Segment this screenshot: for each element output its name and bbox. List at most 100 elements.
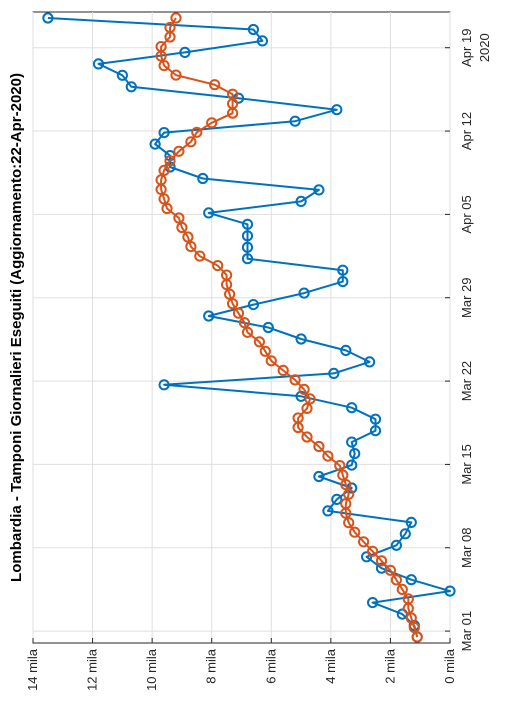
year-label: 2020 bbox=[477, 33, 492, 62]
data-point bbox=[173, 212, 185, 224]
data-point bbox=[227, 298, 239, 310]
data-point bbox=[221, 269, 233, 281]
data-point bbox=[349, 526, 361, 538]
data-point bbox=[158, 127, 170, 139]
value-tick-label: 8 mila bbox=[204, 648, 219, 683]
data-point bbox=[304, 393, 316, 405]
data-point bbox=[241, 326, 254, 338]
data-point bbox=[125, 81, 137, 93]
data-point bbox=[340, 479, 352, 491]
data-point bbox=[405, 612, 417, 624]
data-point bbox=[408, 621, 420, 634]
data-point bbox=[224, 288, 236, 300]
data-point bbox=[116, 69, 129, 81]
data-point bbox=[289, 115, 301, 127]
data-point bbox=[158, 379, 170, 391]
data-point bbox=[313, 470, 325, 483]
data-point bbox=[191, 126, 203, 138]
data-point bbox=[405, 574, 417, 586]
data-point bbox=[164, 155, 176, 167]
data-point bbox=[346, 459, 358, 471]
data-point bbox=[194, 250, 206, 262]
data-point bbox=[256, 35, 268, 47]
data-point bbox=[206, 117, 218, 129]
data-point bbox=[227, 88, 239, 100]
data-point bbox=[343, 488, 355, 500]
data-point bbox=[241, 230, 254, 242]
data-point bbox=[358, 536, 370, 548]
data-point bbox=[402, 593, 414, 605]
data-point bbox=[405, 516, 417, 529]
value-tick-label: 2 mila bbox=[382, 648, 397, 683]
data-point bbox=[232, 307, 245, 319]
data-point bbox=[367, 597, 379, 609]
data-point bbox=[265, 355, 277, 367]
data-point bbox=[313, 184, 325, 196]
series-line bbox=[160, 17, 419, 638]
value-tick-label: 10 mila bbox=[144, 648, 159, 691]
data-point bbox=[340, 498, 352, 510]
series-2 bbox=[155, 12, 423, 643]
data-point bbox=[298, 383, 310, 395]
data-point bbox=[396, 583, 408, 596]
data-point bbox=[361, 551, 373, 563]
series-line bbox=[47, 17, 451, 638]
data-point bbox=[375, 555, 388, 567]
date-tick-label: Apr 05 bbox=[459, 195, 474, 233]
data-point bbox=[390, 574, 402, 586]
data-point bbox=[340, 344, 352, 356]
data-point bbox=[313, 440, 325, 453]
data-point bbox=[295, 333, 307, 345]
data-point bbox=[259, 345, 271, 357]
data-point bbox=[158, 193, 170, 205]
value-tick-label: 6 mila bbox=[263, 648, 278, 683]
series-layer bbox=[42, 12, 456, 643]
data-point bbox=[277, 364, 289, 376]
data-point bbox=[197, 172, 209, 185]
data-point bbox=[241, 241, 254, 253]
data-point bbox=[399, 528, 411, 540]
data-point bbox=[444, 585, 456, 597]
data-point bbox=[295, 195, 307, 207]
value-tick-label: 0 mila bbox=[442, 648, 457, 683]
data-point bbox=[367, 545, 379, 557]
data-point bbox=[176, 221, 188, 234]
data-point bbox=[179, 46, 191, 59]
data-point bbox=[337, 276, 349, 288]
date-tick-label: Mar 29 bbox=[459, 278, 474, 318]
data-point bbox=[322, 450, 334, 462]
date-tick-label: Mar 08 bbox=[459, 528, 474, 568]
data-point bbox=[289, 374, 301, 386]
data-point bbox=[322, 505, 334, 517]
data-point bbox=[182, 231, 194, 243]
data-point bbox=[334, 460, 346, 472]
value-tick-label: 14 mila bbox=[25, 648, 40, 691]
data-point bbox=[301, 402, 313, 414]
data-point bbox=[369, 413, 382, 425]
data-point bbox=[158, 164, 170, 176]
data-point bbox=[238, 317, 251, 329]
plot-area bbox=[32, 11, 456, 644]
data-point bbox=[343, 517, 355, 529]
grid bbox=[32, 12, 451, 643]
data-point bbox=[203, 310, 215, 322]
data-point bbox=[173, 145, 185, 157]
data-point bbox=[292, 412, 304, 424]
data-point bbox=[203, 207, 215, 219]
data-point bbox=[253, 336, 265, 348]
chart-title: Lombardia - Tamponi Giornalieri Eseguiti… bbox=[8, 73, 25, 582]
data-point bbox=[164, 21, 176, 34]
data-point bbox=[331, 104, 343, 116]
data-point bbox=[301, 431, 313, 443]
date-axis-ticks: Mar 01 Mar 08 Mar 15 Mar 22 Mar 29 Apr 05 Apr … bbox=[445, 29, 474, 651]
data-point bbox=[262, 321, 274, 334]
data-point bbox=[390, 539, 402, 551]
date-tick-label: Mar 15 bbox=[459, 444, 474, 484]
date-tick-label: Mar 22 bbox=[459, 361, 474, 401]
data-point bbox=[161, 202, 173, 215]
data-point bbox=[396, 608, 408, 620]
data-point bbox=[155, 174, 167, 186]
data-point bbox=[209, 79, 221, 91]
data-point bbox=[170, 12, 182, 24]
